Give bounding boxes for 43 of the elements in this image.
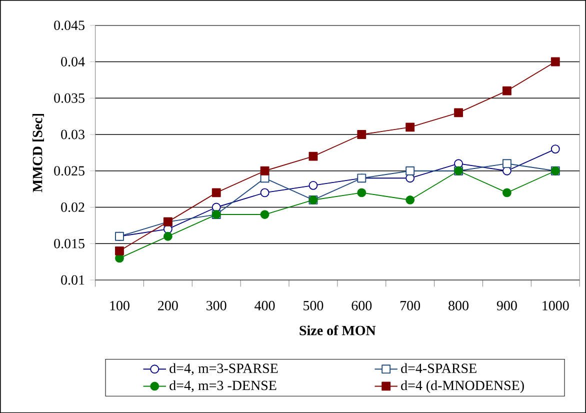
point	[163, 232, 172, 241]
point	[260, 188, 270, 198]
x-tick-label: 200	[158, 300, 178, 310]
point	[502, 188, 512, 198]
x-tick-label: 900	[496, 300, 517, 310]
point	[357, 130, 366, 139]
y-tick-label: 0.045	[54, 20, 84, 30]
x-tick-label: 1000	[542, 300, 569, 310]
point	[454, 108, 463, 118]
point	[406, 195, 415, 204]
y-tick-label: 0.025	[54, 166, 84, 176]
legend-label: d=4-SPARSE	[401, 363, 476, 373]
point	[502, 159, 512, 168]
point	[260, 210, 270, 219]
point	[357, 188, 366, 198]
point	[308, 152, 318, 161]
point	[115, 246, 124, 256]
x-tick-label: 500	[304, 300, 324, 310]
y-tick-label: 0.01	[61, 275, 84, 285]
x-tick-label: 800	[448, 300, 468, 310]
x-tick-label: 100	[110, 300, 130, 310]
x-axis-title: Size of MON	[300, 325, 376, 336]
x-tick-label: 400	[254, 300, 275, 310]
point	[308, 180, 318, 190]
y-tick-label: 0.04	[61, 56, 85, 66]
point	[260, 166, 270, 176]
legend-label: d=4, m=3-SPARSE	[170, 363, 278, 375]
y-tick-label: 0.015	[54, 238, 84, 248]
y-tick-label: 0.03	[61, 130, 84, 140]
point	[212, 188, 221, 198]
legend-label: d=4 (d-MNODENSE)	[401, 380, 524, 393]
point	[406, 166, 415, 176]
point	[502, 86, 512, 96]
point	[550, 57, 560, 66]
x-tick-label: 700	[400, 300, 420, 310]
point	[406, 122, 415, 132]
x-tick-label: 300	[206, 300, 226, 310]
legend-label: d=4, m=3 -DENSE	[170, 380, 276, 392]
y-tick-label: 0.035	[54, 93, 84, 103]
x-tick-label: 600	[352, 300, 372, 310]
point	[550, 144, 560, 154]
y-tick-label: 0.02	[61, 202, 84, 212]
y-axis-title: MMCD [Sec]	[32, 114, 44, 192]
